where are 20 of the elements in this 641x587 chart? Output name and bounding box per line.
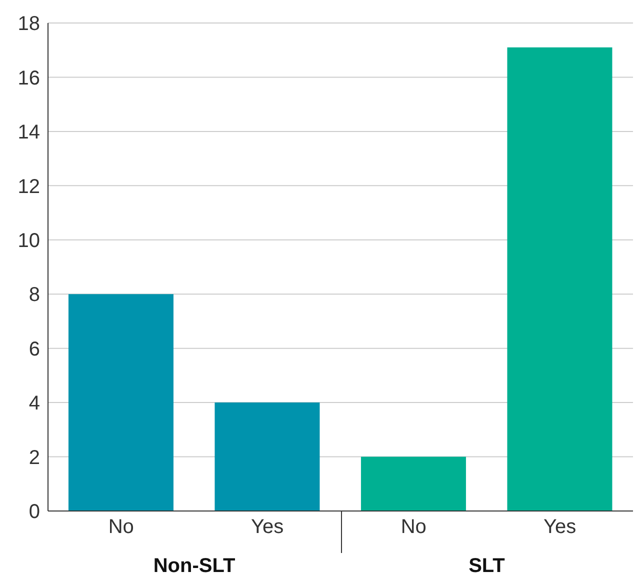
x-tick-label: Yes [544, 516, 576, 538]
bar [214, 402, 320, 511]
y-tick-label: 8 [28, 284, 40, 306]
y-tick-label: 4 [28, 392, 40, 415]
y-tick-label: 12 [18, 176, 40, 198]
bar [360, 456, 466, 511]
y-tick-label: 2 [28, 446, 40, 469]
x-tick-label: No [108, 516, 134, 538]
y-tick-label: 0 [28, 501, 40, 524]
y-tick-label: 10 [18, 230, 40, 252]
x-tick-label: No [400, 516, 426, 538]
x-tick-label: Yes [251, 516, 284, 538]
y-tick-label: 6 [28, 338, 40, 360]
y-tick-label: 14 [18, 122, 40, 144]
bar [507, 47, 612, 511]
y-tick-label: 16 [18, 67, 40, 90]
y-tick-label: 18 [18, 13, 40, 36]
text: SLT [468, 555, 506, 578]
text: Non-SLT [152, 555, 236, 578]
bar [68, 294, 174, 511]
